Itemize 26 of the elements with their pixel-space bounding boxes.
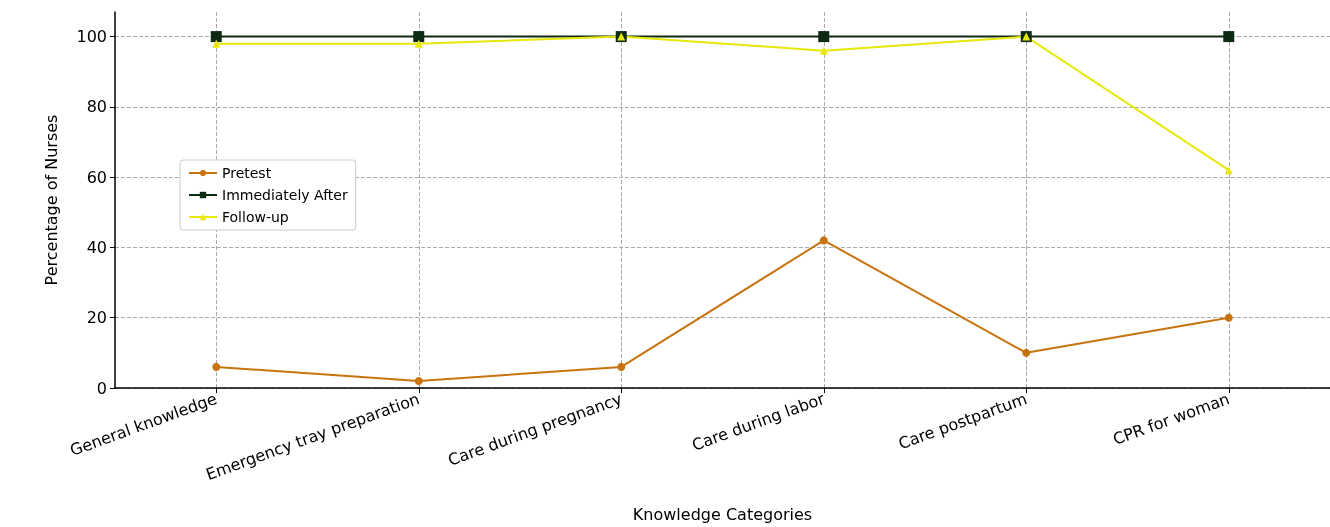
point xyxy=(1022,348,1031,357)
y-tick-label: 60 xyxy=(86,167,107,187)
point xyxy=(414,39,423,48)
x-tick-label: Care during labor xyxy=(689,388,828,455)
x-tick-label: CPR for woman xyxy=(1110,389,1232,449)
x-axis-title: Knowledge Categories xyxy=(632,504,813,524)
point xyxy=(819,236,828,245)
legend-label: Pretest xyxy=(222,165,272,181)
y-tick-label: 100 xyxy=(76,27,107,47)
point xyxy=(617,362,626,371)
point xyxy=(210,31,222,43)
point xyxy=(413,31,425,43)
point xyxy=(818,31,830,43)
y-tick-label: 40 xyxy=(86,237,107,257)
y-tick-label: 20 xyxy=(86,308,107,328)
point xyxy=(414,376,423,385)
point xyxy=(212,39,221,48)
point xyxy=(1223,31,1235,43)
point xyxy=(212,362,221,371)
point xyxy=(1224,313,1233,322)
y-tick-label: 0 xyxy=(96,378,107,398)
y-axis-title: Percentage of Nurses xyxy=(41,114,61,286)
legend-label: Immediately After xyxy=(222,187,348,203)
legend-label: Follow-up xyxy=(222,209,289,225)
point xyxy=(819,46,828,55)
y-tick-label: 80 xyxy=(86,97,107,117)
